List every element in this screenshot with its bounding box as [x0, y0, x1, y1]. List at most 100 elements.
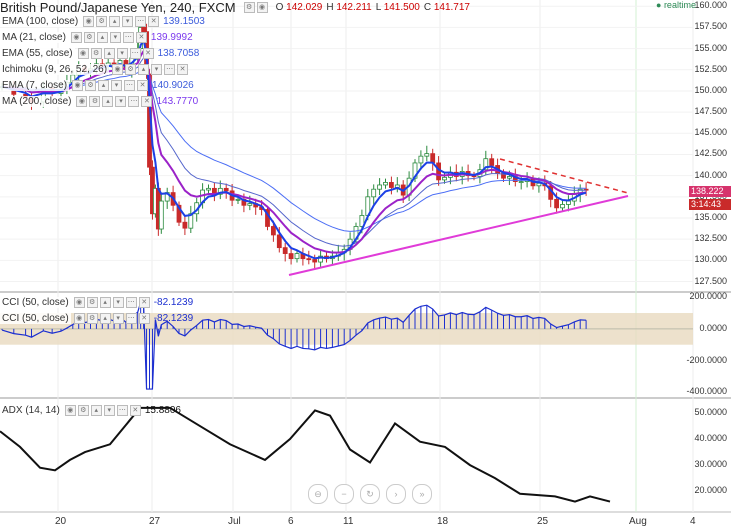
indicator-name: EMA (55, close) — [0, 47, 75, 59]
down-icon[interactable]: ▾ — [116, 47, 128, 59]
eye-icon[interactable]: ◉ — [70, 31, 82, 43]
more-icon[interactable]: ⋯ — [129, 47, 141, 59]
eye-icon[interactable]: ◉ — [73, 296, 85, 308]
y-tick-label: 152.500 — [694, 63, 727, 74]
candle-body — [424, 153, 430, 157]
indicator-row[interactable]: CCI (50, close) ◉ ⚙ ▴ ▾ ⋯ ✕ -82.1239 — [0, 295, 193, 309]
gear-icon[interactable]: ⚙ — [85, 79, 97, 91]
eye-icon[interactable]: ◉ — [76, 95, 88, 107]
candle-body — [554, 198, 559, 209]
candle-body — [418, 155, 424, 164]
indicator-row[interactable]: CCI (50, close) ◉ ⚙ ▴ ▾ ⋯ ✕ -82.1239 — [0, 311, 193, 325]
eye-icon[interactable]: ◉ — [64, 404, 76, 416]
up-icon[interactable]: ▴ — [98, 79, 110, 91]
eye-icon[interactable]: ◉ — [77, 47, 89, 59]
down-icon[interactable]: ▾ — [103, 404, 115, 416]
y-tick-label: 160.000 — [694, 0, 727, 11]
x-tick-label: 25 — [537, 516, 549, 527]
close-icon[interactable]: ✕ — [177, 63, 189, 75]
down-icon[interactable]: ▾ — [115, 95, 127, 107]
more-icon[interactable]: ⋯ — [135, 15, 147, 27]
candle-body — [318, 255, 324, 263]
settings-icon[interactable]: ⚙ — [243, 1, 255, 13]
up-icon[interactable]: ▴ — [99, 296, 111, 308]
down-icon[interactable]: ▾ — [111, 79, 123, 91]
gear-icon[interactable]: ⚙ — [77, 404, 89, 416]
x-tick-label: Jul — [228, 516, 241, 527]
gear-icon[interactable]: ⚙ — [125, 63, 137, 75]
gear-icon[interactable]: ⚙ — [83, 31, 95, 43]
x-tick-label: 20 — [55, 516, 67, 527]
indicator-row[interactable]: Ichimoku (9, 26, 52, 26) ◉ ⚙ ▴ ▾ ⋯ ✕ — [0, 62, 189, 76]
indicator-row[interactable]: MA (200, close) ◉ ⚙ ▴ ▾ ⋯ ✕ 143.7770 — [0, 94, 198, 108]
indicator-row[interactable]: EMA (55, close) ◉ ⚙ ▴ ▾ ⋯ ✕ 138.7058 — [0, 46, 199, 60]
up-icon[interactable]: ▴ — [138, 63, 150, 75]
indicator-name: ADX (14, 14) — [0, 404, 62, 416]
candle-body — [312, 259, 318, 263]
ohlc-value: 141.717 — [433, 1, 470, 13]
down-icon[interactable]: ▾ — [109, 31, 121, 43]
y-tick-label: 30.0000 — [694, 459, 727, 470]
up-icon[interactable]: ▴ — [96, 31, 108, 43]
indicator-name: Ichimoku (9, 26, 52, 26) — [0, 63, 110, 75]
x-tick-label: 11 — [343, 516, 354, 527]
more-icon[interactable]: ⋯ — [122, 31, 134, 43]
indicator-row[interactable]: MA (21, close) ◉ ⚙ ▴ ▾ ⋯ ✕ 139.9992 — [0, 30, 193, 44]
up-icon[interactable]: ▴ — [99, 312, 111, 324]
indicator-row[interactable]: EMA (7, close) ◉ ⚙ ▴ ▾ ⋯ ✕ 140.9026 — [0, 78, 194, 92]
eye-icon[interactable]: ◉ — [112, 63, 124, 75]
ohlc-value: 141.500 — [383, 1, 420, 13]
realtime-indicator: ● realtime — [656, 0, 696, 10]
ohlc-key: O — [275, 1, 287, 13]
close-icon[interactable]: ✕ — [148, 15, 160, 27]
candle-body — [560, 204, 565, 209]
gear-icon[interactable]: ⚙ — [86, 296, 98, 308]
resistance-trendline[interactable] — [499, 158, 629, 194]
more-icon[interactable]: ⋯ — [124, 79, 136, 91]
up-icon[interactable]: ▴ — [103, 47, 115, 59]
y-tick-label: 140.000 — [694, 169, 727, 180]
down-icon[interactable]: ▾ — [151, 63, 163, 75]
close-icon[interactable]: ✕ — [138, 296, 150, 308]
eye-icon[interactable]: ◉ — [72, 79, 84, 91]
more-icon[interactable]: ⋯ — [125, 296, 137, 308]
close-icon[interactable]: ✕ — [137, 79, 149, 91]
gear-icon[interactable]: ⚙ — [86, 312, 98, 324]
up-icon[interactable]: ▴ — [102, 95, 114, 107]
down-icon[interactable]: ▾ — [112, 296, 124, 308]
indicator-value: 15.8806 — [144, 404, 181, 416]
support-trendline[interactable] — [288, 195, 629, 276]
candle-body — [489, 158, 495, 166]
eye-icon[interactable]: ◉ — [73, 312, 85, 324]
indicator-name: EMA (7, close) — [0, 79, 70, 91]
fast-forward-icon[interactable]: » — [412, 484, 432, 504]
zoom-out-icon[interactable]: ⊖ — [308, 484, 328, 504]
up-icon[interactable]: ▴ — [90, 404, 102, 416]
gear-icon[interactable]: ⚙ — [89, 95, 101, 107]
close-icon[interactable]: ✕ — [129, 404, 141, 416]
y-tick-label: -200.0000 — [686, 354, 727, 365]
close-icon[interactable]: ✕ — [142, 47, 154, 59]
more-icon[interactable]: ⋯ — [164, 63, 176, 75]
up-icon[interactable]: ▴ — [109, 15, 121, 27]
y-tick-label: 130.000 — [694, 254, 727, 265]
forward-icon[interactable]: › — [386, 484, 406, 504]
more-icon[interactable]: ⋯ — [128, 95, 140, 107]
eye-icon[interactable]: ◉ — [83, 15, 95, 27]
visibility-icon[interactable]: ◉ — [256, 1, 268, 13]
close-icon[interactable]: ✕ — [138, 312, 150, 324]
close-icon[interactable]: ✕ — [135, 31, 147, 43]
indicator-row[interactable]: EMA (100, close) ◉ ⚙ ▴ ▾ ⋯ ✕ 139.1503 — [0, 14, 205, 28]
close-icon[interactable]: ✕ — [141, 95, 153, 107]
minus-icon[interactable]: − — [334, 484, 354, 504]
gear-icon[interactable]: ⚙ — [96, 15, 108, 27]
candle-body — [371, 188, 377, 198]
down-icon[interactable]: ▾ — [122, 15, 134, 27]
more-icon[interactable]: ⋯ — [125, 312, 137, 324]
gear-icon[interactable]: ⚙ — [90, 47, 102, 59]
realtime-label: realtime — [663, 0, 696, 10]
more-icon[interactable]: ⋯ — [116, 404, 128, 416]
down-icon[interactable]: ▾ — [112, 312, 124, 324]
reset-icon[interactable]: ↻ — [360, 484, 380, 504]
